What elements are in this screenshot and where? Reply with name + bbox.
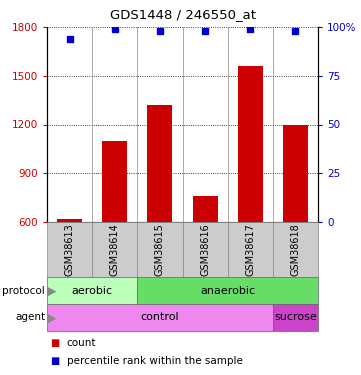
Text: GSM38615: GSM38615 xyxy=(155,223,165,276)
Bar xyxy=(273,222,318,277)
Bar xyxy=(228,222,273,277)
Text: GSM38618: GSM38618 xyxy=(290,223,300,276)
Text: GSM38616: GSM38616 xyxy=(200,223,210,276)
Text: count: count xyxy=(67,338,96,348)
Text: ■: ■ xyxy=(51,338,60,348)
Bar xyxy=(137,277,318,304)
Text: sucrose: sucrose xyxy=(274,312,317,322)
Bar xyxy=(193,196,218,222)
Text: protocol: protocol xyxy=(3,285,45,296)
Bar xyxy=(183,222,228,277)
Text: ■: ■ xyxy=(51,356,60,366)
Text: control: control xyxy=(140,312,179,322)
Text: ▶: ▶ xyxy=(47,284,56,297)
Text: aerobic: aerobic xyxy=(71,285,113,296)
Bar xyxy=(92,222,137,277)
Text: anaerobic: anaerobic xyxy=(200,285,255,296)
Text: GDS1448 / 246550_at: GDS1448 / 246550_at xyxy=(109,8,256,21)
Text: GSM38617: GSM38617 xyxy=(245,223,255,276)
Text: ▶: ▶ xyxy=(47,311,56,324)
Text: agent: agent xyxy=(15,312,45,322)
Text: GSM38614: GSM38614 xyxy=(110,223,120,276)
Bar xyxy=(273,304,318,331)
Bar xyxy=(47,304,273,331)
Text: GSM38613: GSM38613 xyxy=(65,223,75,276)
Bar xyxy=(137,222,183,277)
Bar xyxy=(47,277,137,304)
Bar xyxy=(283,124,308,222)
Bar xyxy=(47,222,92,277)
Bar xyxy=(102,141,127,222)
Bar xyxy=(57,219,82,222)
Bar xyxy=(238,66,263,222)
Text: percentile rank within the sample: percentile rank within the sample xyxy=(67,356,243,366)
Bar xyxy=(148,105,172,222)
